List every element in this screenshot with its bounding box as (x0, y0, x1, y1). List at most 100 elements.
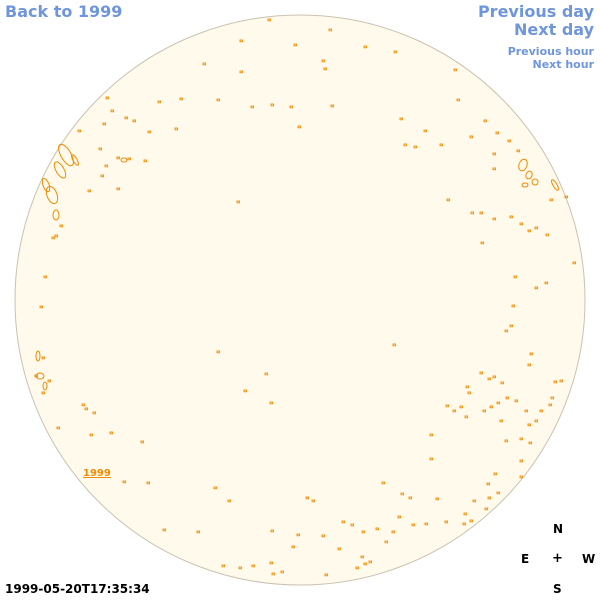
magnetic-feature (264, 372, 268, 376)
magnetic-feature (250, 105, 254, 109)
magnetic-feature (408, 496, 412, 500)
magnetic-feature (444, 520, 448, 524)
magnetic-feature-loop (42, 381, 48, 391)
magnetic-feature (289, 105, 293, 109)
magnetic-feature (399, 117, 403, 121)
magnetic-feature (39, 305, 43, 309)
magnetic-feature (297, 125, 301, 129)
magnetic-feature (392, 343, 396, 347)
magnetic-feature (337, 547, 341, 551)
magnetic-feature (92, 411, 96, 415)
magnetic-feature (549, 198, 553, 202)
magnetic-feature (482, 409, 486, 413)
magnetic-feature (467, 391, 471, 395)
magnetic-feature (355, 566, 359, 570)
magnetic-feature-loop (71, 154, 79, 166)
magnetic-feature (500, 381, 504, 385)
magnetic-feature (492, 375, 496, 379)
magnetic-feature (54, 234, 58, 238)
magnetic-feature (311, 499, 315, 503)
magnetic-feature (270, 103, 274, 107)
magnetic-feature (89, 433, 93, 437)
magnetic-feature (507, 139, 511, 143)
magnetic-feature (157, 100, 161, 104)
magnetic-feature (429, 457, 433, 461)
magnetic-feature (499, 419, 503, 423)
magnetic-feature (413, 145, 417, 149)
magnetic-feature (98, 147, 102, 151)
magnetic-feature (127, 157, 131, 161)
magnetic-feature (305, 496, 309, 500)
magnetic-feature (213, 486, 217, 490)
magnetic-feature (393, 50, 397, 54)
magnetic-feature (143, 159, 147, 163)
magnetic-feature (280, 570, 284, 574)
magnetic-feature (548, 403, 552, 407)
magnetic-feature (472, 499, 476, 503)
magnetic-feature (519, 437, 523, 441)
magnetic-feature (216, 98, 220, 102)
magnetic-feature (269, 561, 273, 565)
magnetic-feature (483, 119, 487, 123)
magnetic-feature (462, 522, 466, 526)
magnetic-feature (529, 352, 533, 356)
magnetic-feature (553, 380, 557, 384)
magnetic-feature (479, 211, 483, 215)
magnetic-feature (293, 43, 297, 47)
magnetic-feature (519, 459, 523, 463)
magnetic-feature (391, 530, 395, 534)
compass-center-mark: + (552, 551, 563, 566)
magnetic-feature (140, 440, 144, 444)
magnetic-feature (459, 405, 463, 409)
solar-disk (14, 14, 586, 586)
magnetic-feature (452, 409, 456, 413)
magnetic-feature (564, 195, 568, 199)
magnetic-feature (147, 130, 151, 134)
compass-west-label: W (582, 552, 596, 566)
magnetic-feature (47, 379, 51, 383)
magnetic-feature (271, 572, 275, 576)
magnetic-feature (341, 520, 345, 524)
magnetic-feature (534, 226, 538, 230)
magnetic-feature (59, 224, 63, 228)
magnetic-feature (291, 545, 295, 549)
magnetic-feature (375, 527, 379, 531)
magnetic-feature (296, 533, 300, 537)
magnetic-feature (493, 472, 497, 476)
magnetic-feature (109, 431, 113, 435)
magnetic-feature (84, 407, 88, 411)
magnetic-feature (487, 496, 491, 500)
magnetic-feature (509, 324, 513, 328)
magnetic-feature (496, 401, 500, 405)
next-day-link[interactable]: Next day (514, 20, 594, 39)
magnetic-feature (321, 534, 325, 538)
magnetic-feature (496, 491, 500, 495)
magnetic-feature (527, 363, 531, 367)
magnetic-feature (270, 529, 274, 533)
magnetic-feature (227, 499, 231, 503)
magnetic-feature (550, 396, 554, 400)
magnetic-feature (381, 481, 385, 485)
magnetic-feature (363, 45, 367, 49)
next-hour-link[interactable]: Next hour (532, 58, 595, 71)
magnetic-feature (323, 67, 327, 71)
magnetic-feature (100, 174, 104, 178)
magnetic-feature (324, 573, 328, 577)
magnetic-feature (41, 391, 45, 395)
year-link[interactable]: 1999 (83, 468, 111, 479)
back-to-year-link[interactable]: Back to 1999 (5, 2, 123, 21)
magnetic-feature (202, 62, 206, 66)
magnetic-feature (162, 528, 166, 532)
magnetic-feature (116, 187, 120, 191)
magnetic-feature (489, 405, 493, 409)
magnetic-feature (368, 560, 372, 564)
magnetic-feature (243, 389, 247, 393)
magnetic-feature (527, 229, 531, 233)
magnetic-feature (513, 275, 517, 279)
magnetic-feature (469, 135, 473, 139)
previous-day-link[interactable]: Previous day (477, 2, 594, 21)
magnetic-feature (124, 116, 128, 120)
previous-hour-link[interactable]: Previous hour (507, 45, 594, 58)
magnetic-feature (400, 492, 404, 496)
magnetic-feature (174, 127, 178, 131)
